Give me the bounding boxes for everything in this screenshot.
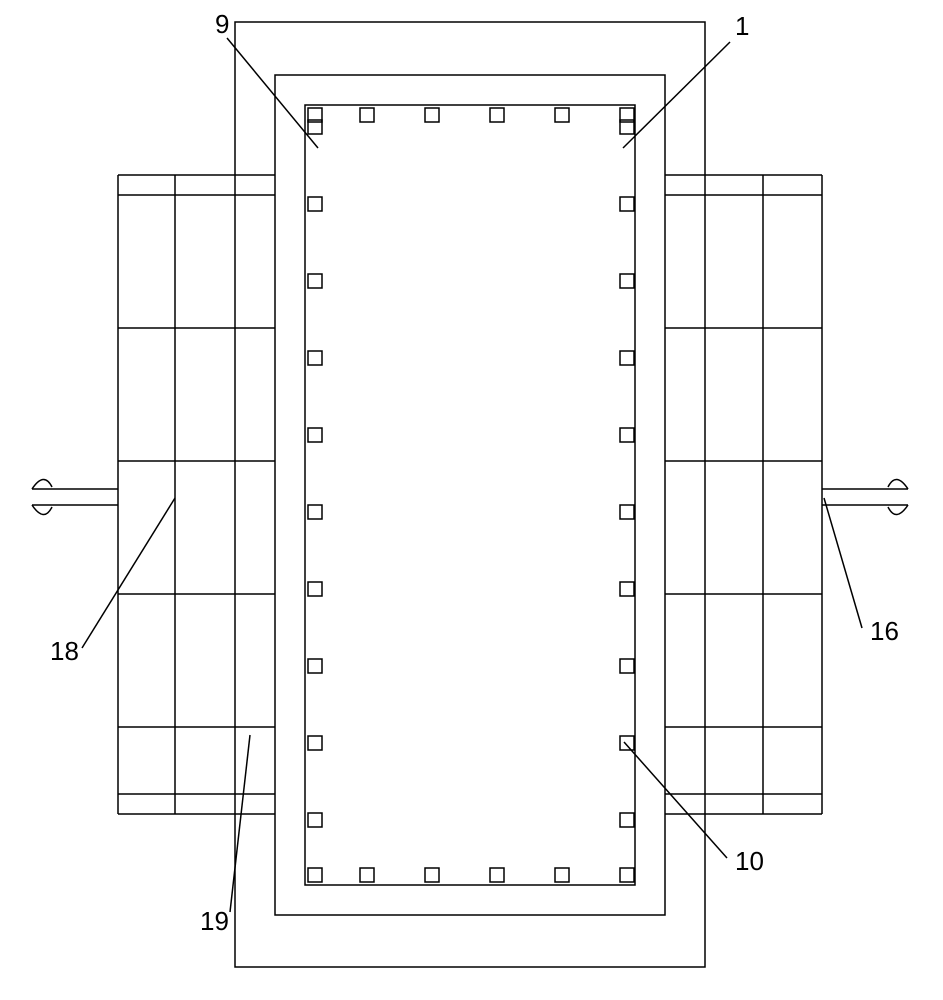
right-arm-break-top xyxy=(888,479,908,489)
square-mark xyxy=(555,868,569,882)
leader-line-l16 xyxy=(824,498,862,628)
square-mark xyxy=(555,108,569,122)
left-arm-break-bottom xyxy=(32,505,52,515)
square-mark xyxy=(620,736,634,750)
square-mark xyxy=(308,659,322,673)
square-mark xyxy=(490,108,504,122)
square-mark xyxy=(620,351,634,365)
square-mark xyxy=(620,868,634,882)
label-bottom_right: 10 xyxy=(735,846,764,876)
square-mark xyxy=(360,108,374,122)
right-arm-break-bottom xyxy=(888,505,908,515)
label-top_right: 1 xyxy=(735,11,749,41)
square-mark xyxy=(425,868,439,882)
square-mark xyxy=(490,868,504,882)
leader-line-l10 xyxy=(624,742,727,858)
leader-line-l18 xyxy=(82,498,175,648)
technical-diagram: 9 1 18 16 19 10 xyxy=(0,0,943,1000)
square-mark xyxy=(308,582,322,596)
square-mark xyxy=(308,736,322,750)
leader-line-l1 xyxy=(623,42,730,148)
square-mark xyxy=(620,582,634,596)
label-left_mid: 18 xyxy=(50,636,79,666)
square-mark xyxy=(308,505,322,519)
label-right_mid: 16 xyxy=(870,616,899,646)
label-bottom_left: 19 xyxy=(200,906,229,936)
square-mark xyxy=(308,197,322,211)
square-mark xyxy=(308,351,322,365)
square-mark xyxy=(425,108,439,122)
square-mark xyxy=(620,274,634,288)
square-mark xyxy=(308,274,322,288)
square-mark xyxy=(308,868,322,882)
square-mark xyxy=(308,813,322,827)
square-mark xyxy=(360,868,374,882)
leader-line-l19 xyxy=(230,735,250,912)
square-mark xyxy=(620,428,634,442)
square-mark xyxy=(620,505,634,519)
leader-line-l9 xyxy=(227,38,318,148)
square-mark xyxy=(620,197,634,211)
mid-rect xyxy=(275,75,665,915)
inner-rect xyxy=(305,105,635,885)
square-mark xyxy=(620,659,634,673)
square-mark xyxy=(308,428,322,442)
square-mark xyxy=(620,813,634,827)
label-top_left: 9 xyxy=(215,9,229,39)
left-arm-break-top xyxy=(32,479,52,489)
